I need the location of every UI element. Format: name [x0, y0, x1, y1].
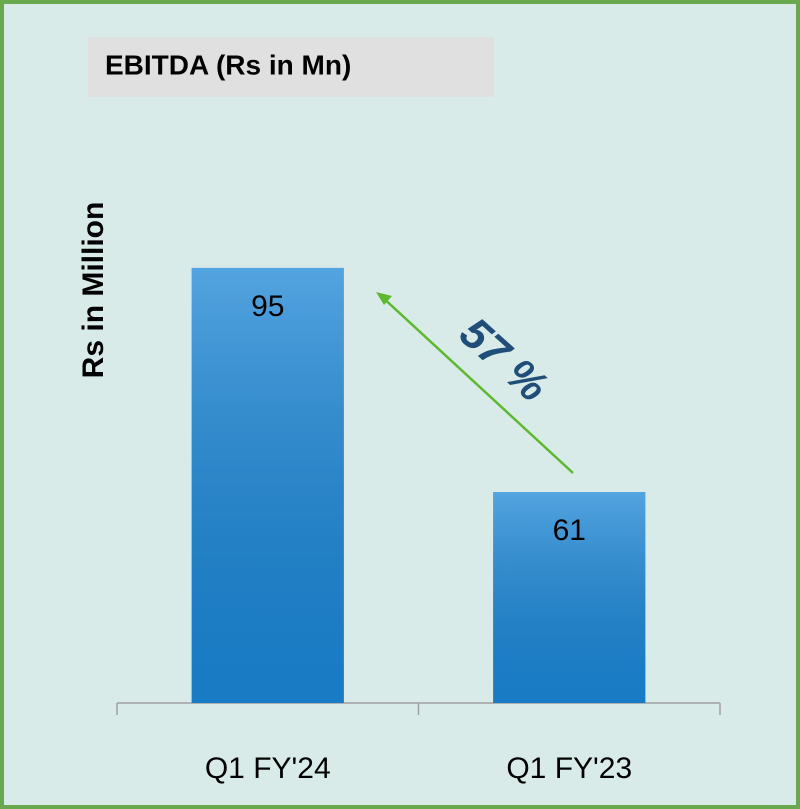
x-tick-label: Q1 FY'23: [506, 752, 632, 785]
arrow-head: [376, 292, 392, 305]
bar-shine: [191, 267, 344, 703]
data-label: 61: [553, 514, 586, 547]
y-axis-label: Rs in Million: [77, 202, 110, 379]
data-label: 95: [251, 290, 284, 323]
bar-shine: [493, 492, 646, 703]
title-box: [88, 37, 494, 97]
growth-arrow: [379, 294, 574, 474]
x-tick-label: Q1 FY'24: [205, 752, 331, 785]
chart-title: EBITDA (Rs in Mn): [105, 49, 351, 80]
